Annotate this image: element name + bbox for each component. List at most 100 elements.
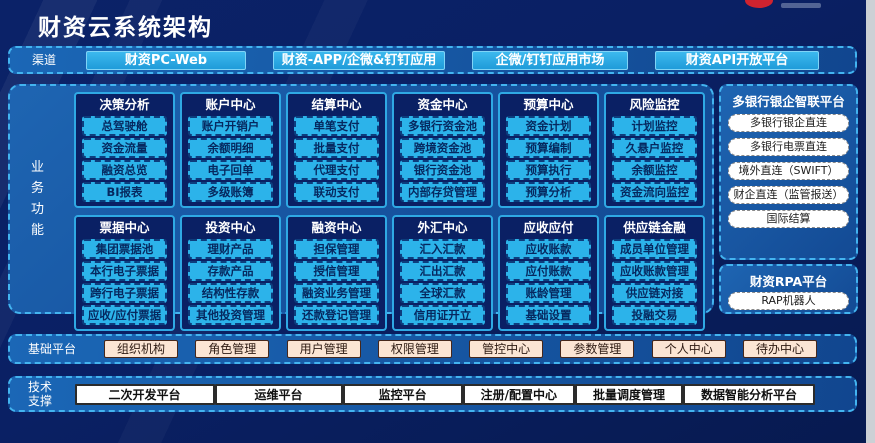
channel-button: 财资API开放平台 [655, 50, 819, 70]
module-item: 成员单位管理 [612, 239, 697, 259]
bank-link-platform-panel: 多银行银企智联平台 多银行银企直连 多银行电票直连 境外直连（SWIFT） 财企直连（… [719, 84, 858, 260]
module-card: 预算中心 资金计划 预算编制 预算执行 预算分析 [498, 92, 599, 208]
bank-link-item: 国际结算 [728, 210, 849, 228]
tech-support-item: 数据智能分析平台 [682, 383, 815, 405]
module-item: 批量支付 [294, 138, 379, 158]
module-item: 其他投资管理 [188, 305, 273, 325]
base-platform-list: 组织机构 角色管理 用户管理 权限管理 管控中心 参数管理 个人中心 待办中心 [104, 340, 817, 358]
bank-link-item: 多银行电票直连 [728, 138, 849, 156]
tech-support-item: 监控平台 [342, 383, 463, 405]
module-title: 资金中心 [417, 97, 468, 112]
module-item: BI报表 [82, 182, 167, 202]
rpa-item-list: RAP机器人 [721, 290, 856, 315]
rpa-platform-panel: 财资RPA平台 RAP机器人 [719, 264, 858, 314]
module-title: 结算中心 [311, 97, 362, 112]
module-item: 预算执行 [506, 160, 591, 180]
module-title: 预算中心 [523, 97, 574, 112]
tech-support-label: 技术支撑 [28, 380, 53, 408]
module-card: 账户中心 账户开销户 余额明细 电子回单 多级账簿 [180, 92, 281, 208]
module-item: 基础设置 [506, 305, 591, 325]
module-item: 资金流向监控 [612, 182, 697, 202]
module-card: 供应链金融 成员单位管理 应收账款管理 供应链对接 投融交易 [604, 215, 705, 331]
module-item: 应付账款 [506, 261, 591, 281]
module-item: 预算分析 [506, 182, 591, 202]
tech-support-band: 技术支撑 二次开发平台 运维平台 监控平台 注册/配置中心 批量调度管理 数据智能分析平台 [8, 376, 857, 412]
module-item: 供应链对接 [612, 283, 697, 303]
page-title: 财资云系统架构 [38, 15, 213, 41]
bank-link-platform-title: 多银行银企智联平台 [732, 94, 845, 109]
channel-button: 企微/钉钉应用市场 [472, 50, 628, 70]
business-functions-panel: 业务功能 决策分析 总驾驶舱 资金流量 融资总览 BI报表 账户中心 账户开销户… [8, 84, 714, 331]
channels-label: 渠道 [32, 53, 57, 67]
module-item: 投融交易 [612, 305, 697, 325]
module-item: 多银行资金池 [400, 116, 485, 136]
channel-button: 财资-APP/企微&钉钉应用 [273, 50, 445, 70]
module-item: 融资总览 [82, 160, 167, 180]
scrollbar-track[interactable] [866, 0, 875, 443]
module-title: 投资中心 [205, 220, 256, 235]
module-item: 汇出汇款 [400, 261, 485, 281]
rpa-platform-title: 财资RPA平台 [749, 274, 828, 289]
module-card: 应收应付 应收账款 应付账款 账龄管理 基础设置 [498, 215, 599, 331]
module-item: 电子回单 [188, 160, 273, 180]
module-item: 结构性存款 [188, 283, 273, 303]
module-item: 跨境资金池 [400, 138, 485, 158]
module-item: 集团票据池 [82, 239, 167, 259]
module-item: 久悬户监控 [612, 138, 697, 158]
module-item: 担保管理 [294, 239, 379, 259]
tech-support-item: 二次开发平台 [74, 383, 215, 405]
module-title: 融资中心 [311, 220, 362, 235]
business-functions-label: 业务功能 [30, 160, 44, 238]
module-item: 汇入汇款 [400, 239, 485, 259]
module-item: 全球汇款 [400, 283, 485, 303]
module-item: 资金流量 [82, 138, 167, 158]
module-item: 应收/应付票据 [82, 305, 167, 325]
base-platform-item: 参数管理 [560, 340, 635, 358]
module-item: 内部存贷管理 [400, 182, 485, 202]
module-item: 计划监控 [612, 116, 697, 136]
module-item: 账户开销户 [188, 116, 273, 136]
module-card: 外汇中心 汇入汇款 汇出汇款 全球汇款 信用证开立 [392, 215, 493, 331]
module-title: 账户中心 [205, 97, 256, 112]
tech-support-item: 注册/配置中心 [462, 383, 575, 405]
module-item: 应收账款 [506, 239, 591, 259]
base-platform-item: 待办中心 [742, 340, 817, 358]
channel-button: 财资PC-Web [86, 50, 246, 70]
module-item: 信用证开立 [400, 305, 485, 325]
module-item: 余额监控 [612, 160, 697, 180]
module-item: 还款登记管理 [294, 305, 379, 325]
module-card: 融资中心 担保管理 授信管理 融资业务管理 还款登记管理 [286, 215, 387, 331]
module-item: 余额明细 [188, 138, 273, 158]
company-logo-icon [745, 0, 773, 8]
module-item: 多级账簿 [188, 182, 273, 202]
module-card: 风险监控 计划监控 久悬户监控 余额监控 资金流向监控 [604, 92, 705, 208]
base-platform-item: 个人中心 [651, 340, 726, 358]
tech-support-item: 批量调度管理 [574, 383, 683, 405]
module-title: 供应链金融 [623, 220, 686, 235]
base-platform-item: 角色管理 [195, 340, 270, 358]
module-item: 授信管理 [294, 261, 379, 281]
module-title: 决策分析 [99, 97, 150, 112]
module-item: 银行资金池 [400, 160, 485, 180]
module-item: 存款产品 [188, 261, 273, 281]
tech-support-list: 二次开发平台 运维平台 监控平台 注册/配置中心 批量调度管理 数据智能分析平台 [74, 383, 815, 405]
module-item: 应收账款管理 [612, 261, 697, 281]
module-item: 预算编制 [506, 138, 591, 158]
base-platform-item: 权限管理 [377, 340, 452, 358]
module-card: 结算中心 单笔支付 批量支付 代理支付 联动支付 [286, 92, 387, 208]
base-platform-label: 基础平台 [28, 342, 77, 356]
module-item: 联动支付 [294, 182, 379, 202]
bank-link-item: 多银行银企直连 [728, 114, 849, 132]
module-card: 决策分析 总驾驶舱 资金流量 融资总览 BI报表 [74, 92, 175, 208]
rpa-item: RAP机器人 [728, 292, 849, 310]
module-item: 账龄管理 [506, 283, 591, 303]
bank-link-item-list: 多银行银企直连 多银行电票直连 境外直连（SWIFT） 财企直连（监管报送） 国际结算 [721, 110, 856, 233]
module-item: 单笔支付 [294, 116, 379, 136]
module-item: 跨行电子票据 [82, 283, 167, 303]
bank-link-item: 财企直连（监管报送） [728, 186, 849, 204]
module-item: 资金计划 [506, 116, 591, 136]
module-item: 融资业务管理 [294, 283, 379, 303]
module-card: 票据中心 集团票据池 本行电子票据 跨行电子票据 应收/应付票据 [74, 215, 175, 331]
base-platform-band: 基础平台 组织机构 角色管理 用户管理 权限管理 管控中心 参数管理 个人中心 待办中心 [8, 334, 857, 364]
bank-link-item: 境外直连（SWIFT） [728, 162, 849, 180]
